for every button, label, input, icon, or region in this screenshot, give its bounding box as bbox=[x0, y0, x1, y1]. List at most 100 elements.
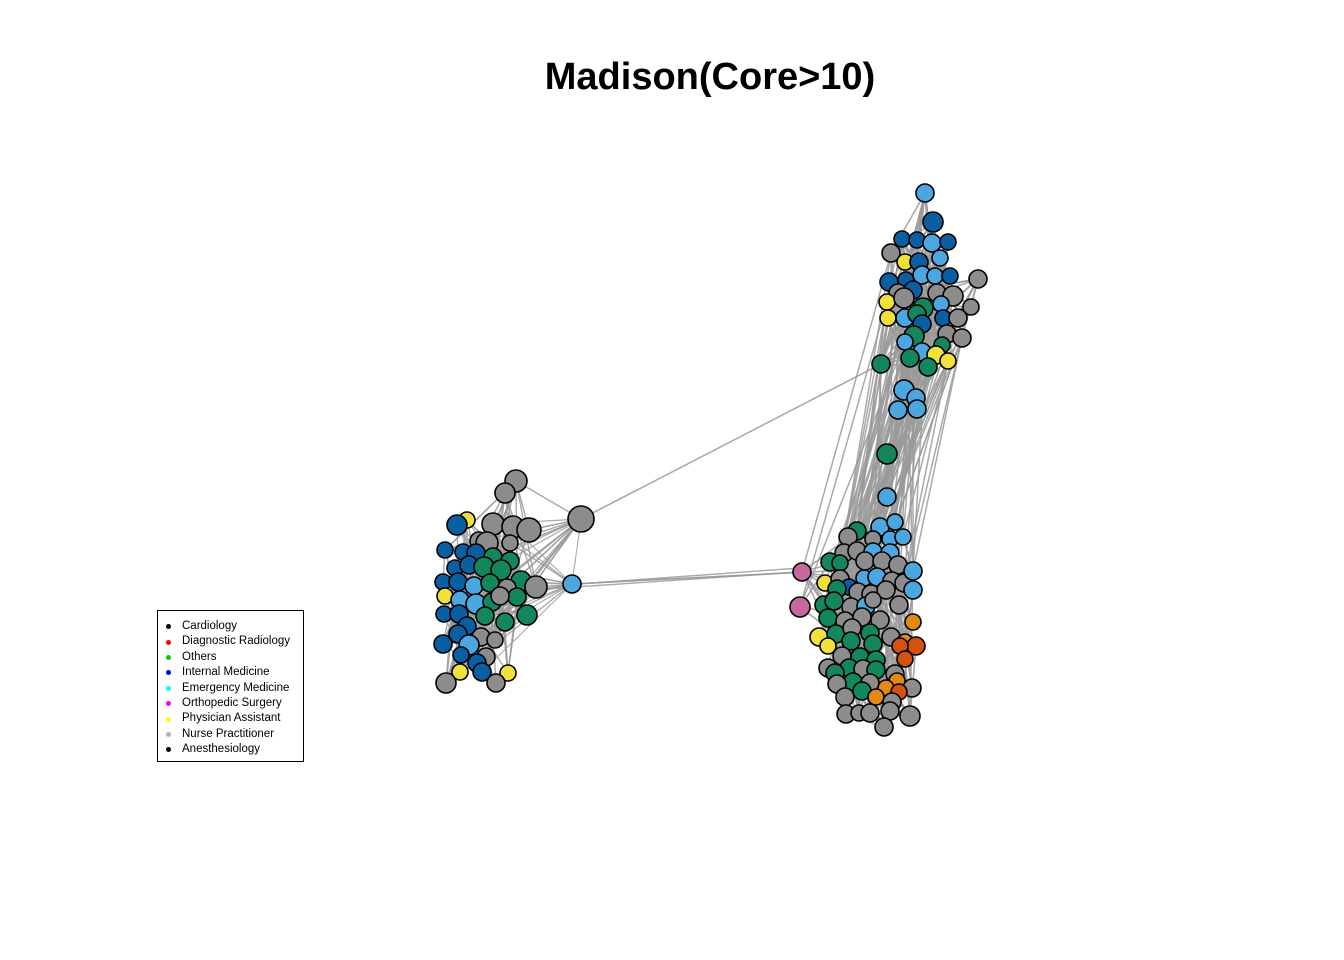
node bbox=[867, 688, 885, 706]
node bbox=[433, 634, 453, 654]
node bbox=[871, 354, 891, 374]
edge bbox=[833, 408, 918, 602]
legend-label: Emergency Medicine bbox=[182, 681, 290, 694]
node bbox=[452, 646, 470, 664]
legend-label: Diagnostic Radiology bbox=[182, 635, 291, 648]
node bbox=[870, 610, 890, 630]
edge bbox=[481, 583, 573, 673]
edge bbox=[898, 337, 963, 606]
legend-label: Internal Medicine bbox=[182, 666, 270, 679]
node bbox=[495, 612, 515, 632]
node bbox=[922, 211, 944, 233]
legend-marker-icon bbox=[166, 701, 171, 707]
edge bbox=[445, 583, 573, 684]
node bbox=[824, 591, 844, 611]
node bbox=[819, 637, 837, 655]
edge bbox=[580, 363, 882, 520]
node bbox=[490, 559, 512, 581]
node bbox=[886, 513, 904, 531]
node bbox=[855, 551, 875, 571]
legend-marker-icon bbox=[166, 670, 171, 676]
node bbox=[948, 308, 968, 328]
node bbox=[516, 517, 542, 543]
node bbox=[952, 328, 972, 348]
node bbox=[896, 333, 914, 351]
page-title: Madison(Core>10) bbox=[544, 56, 876, 98]
node bbox=[899, 705, 921, 727]
node bbox=[499, 664, 517, 682]
node bbox=[490, 586, 510, 606]
edge bbox=[799, 341, 906, 608]
node bbox=[939, 352, 957, 370]
node bbox=[881, 243, 901, 263]
node bbox=[835, 687, 855, 707]
node bbox=[475, 606, 495, 626]
edge bbox=[888, 221, 934, 283]
node bbox=[941, 267, 959, 285]
node bbox=[903, 561, 923, 581]
edge bbox=[799, 301, 888, 608]
node bbox=[446, 514, 468, 536]
node bbox=[907, 399, 927, 419]
node bbox=[879, 309, 897, 327]
node bbox=[501, 534, 519, 552]
node bbox=[567, 505, 595, 533]
legend-label: Orthopedic Surgery bbox=[182, 696, 282, 709]
node bbox=[874, 717, 894, 737]
node bbox=[876, 443, 898, 465]
node bbox=[516, 604, 538, 626]
legend-item: Physician Assistant bbox=[164, 711, 303, 726]
node bbox=[900, 348, 920, 368]
node bbox=[436, 541, 454, 559]
node bbox=[448, 572, 468, 592]
legend: Cardiology Diagnostic Radiology Others Inte… bbox=[157, 610, 304, 762]
legend-marker-icon bbox=[166, 654, 171, 660]
node bbox=[486, 631, 504, 649]
node bbox=[562, 574, 582, 594]
nodes bbox=[433, 183, 988, 737]
legend-item: Anesthesiology bbox=[164, 742, 303, 757]
legend-marker-icon bbox=[166, 747, 171, 753]
node bbox=[789, 596, 811, 618]
node bbox=[841, 631, 861, 651]
legend-label: Anesthesiology bbox=[182, 743, 260, 756]
legend-marker-icon bbox=[166, 716, 171, 722]
node bbox=[818, 608, 838, 628]
legend-marker-icon bbox=[166, 685, 171, 691]
node bbox=[792, 562, 812, 582]
node bbox=[860, 703, 880, 723]
node bbox=[893, 230, 911, 248]
legend-label: Cardiology bbox=[182, 619, 237, 632]
legend-item: Others bbox=[164, 650, 303, 665]
node bbox=[464, 576, 484, 596]
node bbox=[876, 580, 896, 600]
node bbox=[896, 650, 914, 668]
node bbox=[918, 357, 938, 377]
legend-label: Others bbox=[182, 650, 217, 663]
node bbox=[968, 269, 988, 289]
node bbox=[939, 233, 957, 251]
node bbox=[926, 267, 944, 285]
node bbox=[962, 298, 980, 316]
node bbox=[524, 575, 548, 599]
legend-item: Emergency Medicine bbox=[164, 681, 303, 696]
node bbox=[903, 580, 923, 600]
node bbox=[494, 482, 516, 504]
node bbox=[831, 554, 849, 572]
node bbox=[864, 591, 882, 609]
legend-marker-icon bbox=[166, 624, 171, 630]
legend-item: Orthopedic Surgery bbox=[164, 696, 303, 711]
node bbox=[888, 400, 908, 420]
legend-marker-icon bbox=[166, 731, 171, 737]
legend-label: Nurse Practitioner bbox=[182, 727, 275, 740]
node bbox=[889, 595, 909, 615]
node bbox=[894, 528, 912, 546]
node bbox=[451, 663, 469, 681]
node bbox=[472, 662, 492, 682]
legend-marker-icon bbox=[166, 639, 171, 645]
node bbox=[904, 613, 922, 631]
node bbox=[915, 183, 935, 203]
edge bbox=[912, 337, 963, 572]
edge bbox=[801, 252, 892, 573]
